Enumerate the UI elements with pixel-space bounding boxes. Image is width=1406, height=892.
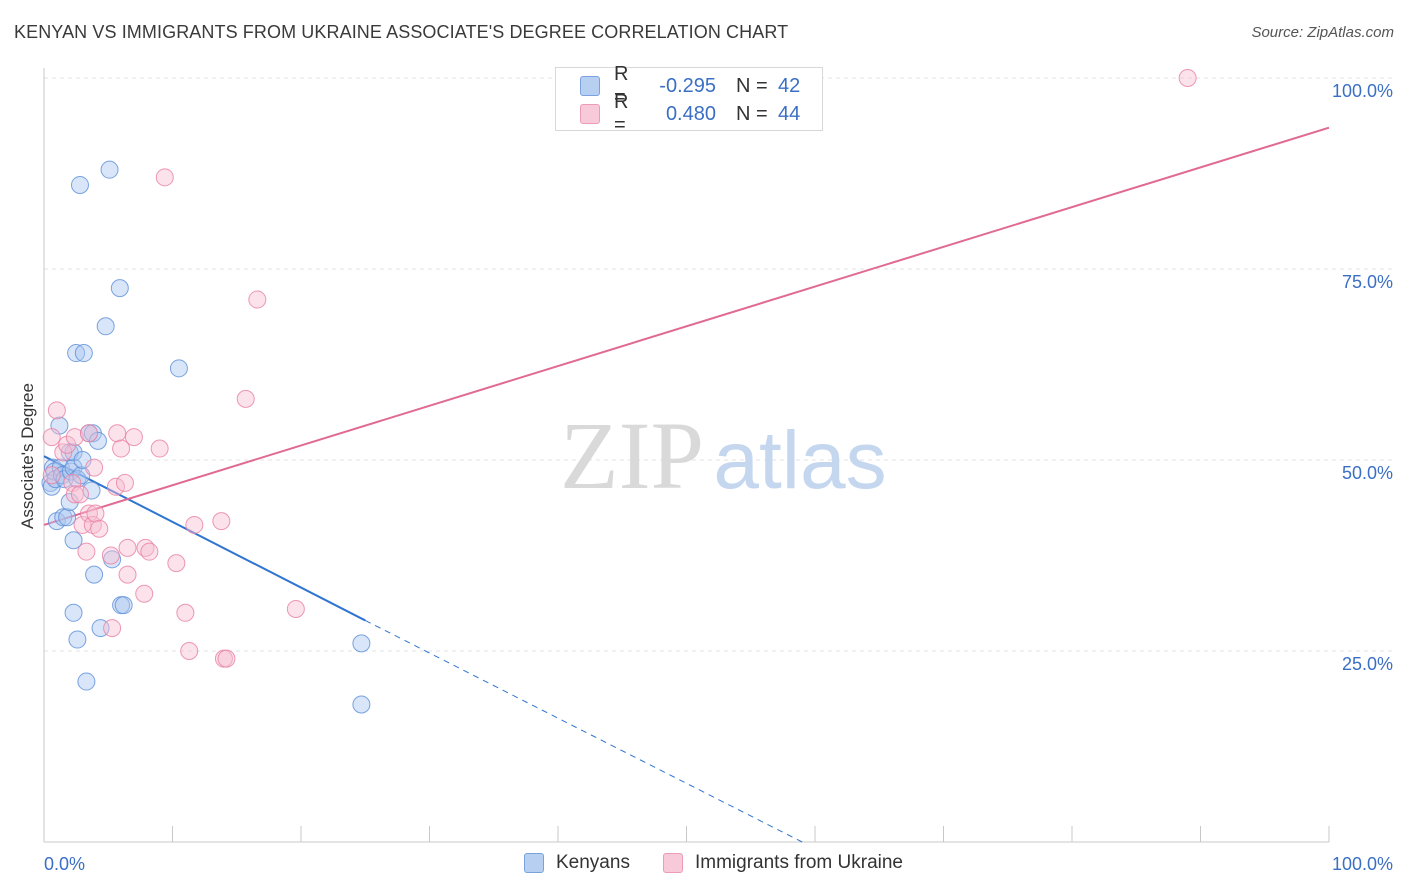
- ukraine-point: [79, 424, 98, 443]
- kenyan-point: [58, 508, 77, 527]
- kenyan-point: [74, 344, 93, 363]
- ukraine-point: [124, 428, 143, 447]
- ukraine-point: [106, 477, 125, 496]
- legend-row-kenyans: R = -0.295 N = 42: [580, 63, 801, 108]
- ukraine-point: [185, 515, 204, 534]
- tick-labels: 25.0% 50.0% 75.0% 100.0% 0.0% 100.0%: [44, 81, 1393, 874]
- kenyan-point: [352, 634, 371, 653]
- y-axis-label: Associate's Degree: [18, 383, 37, 529]
- kenyan-point: [110, 279, 129, 298]
- trend-lines: [43, 126, 1330, 843]
- kenyan-point: [85, 565, 104, 584]
- kenyan-point: [96, 317, 115, 336]
- legend-r-value: -0.295: [659, 74, 716, 97]
- y-tick-label: 75.0%: [1342, 272, 1393, 292]
- ukraine-point: [65, 428, 84, 447]
- ukraine-point: [155, 168, 174, 187]
- ukraine-point: [150, 439, 169, 458]
- legend-swatch-kenyans: [580, 76, 600, 96]
- kenyan-point: [64, 603, 83, 622]
- ukraine-point: [236, 389, 255, 408]
- grid-lines: [44, 77, 1396, 652]
- ukraine-point: [176, 603, 195, 622]
- ukraine-point: [101, 546, 120, 565]
- kenyan-point: [64, 531, 83, 550]
- kenyan-point: [88, 431, 107, 450]
- ukraine-point: [135, 584, 154, 603]
- ukraine-point: [79, 504, 98, 523]
- bottom-legend-kenyans: Kenyans: [524, 852, 630, 874]
- ukraine-point: [86, 504, 105, 523]
- ukraine-point: [217, 649, 236, 668]
- y-tick-label: 50.0%: [1342, 463, 1393, 483]
- watermark: ZIP atlas: [560, 402, 887, 509]
- kenyan-point: [77, 672, 96, 691]
- ukraine-point: [47, 401, 66, 420]
- ukraine-point: [77, 542, 96, 561]
- axes: [43, 68, 1330, 843]
- kenyan-point: [169, 359, 188, 378]
- x-tick-label: 100.0%: [1332, 854, 1393, 874]
- watermark-zip: ZIP: [560, 402, 704, 509]
- legend-row-ukraine: R = 0.480 N = 44: [580, 91, 801, 136]
- ukraine-point: [65, 485, 84, 504]
- ukraine-point: [140, 542, 159, 561]
- ukraine-trend-line: [43, 126, 1330, 526]
- ukraine-point: [103, 619, 122, 638]
- watermark-atlas: atlas: [713, 415, 886, 506]
- bottom-legend-label: Kenyans: [556, 852, 630, 873]
- ukraine-point: [286, 599, 305, 618]
- kenyans-trend-line: [43, 455, 366, 622]
- legend-n-value: 42: [778, 74, 801, 97]
- ukraine-point: [70, 485, 89, 504]
- ukraine-point: [73, 515, 92, 534]
- ukraine-point: [108, 424, 127, 443]
- kenyan-point: [70, 175, 89, 194]
- legend-n-label: N =: [736, 102, 768, 125]
- kenyan-point: [64, 443, 83, 462]
- bottom-swatch-kenyans: [524, 853, 544, 873]
- y-tick-label: 100.0%: [1332, 81, 1393, 101]
- ukraine-point: [42, 428, 61, 447]
- legend-r-label: R =: [614, 91, 629, 136]
- kenyan-point: [54, 508, 73, 527]
- kenyan-point: [114, 596, 133, 615]
- ukraine-point: [118, 538, 137, 557]
- ukraine-point: [58, 435, 77, 454]
- ukraine-point: [212, 512, 231, 531]
- x-tick-label: 0.0%: [44, 854, 85, 874]
- ukraine-point: [85, 458, 104, 477]
- source-label: Source: ZipAtlas.com: [1251, 24, 1394, 41]
- kenyan-point: [100, 160, 119, 179]
- ukraine-point: [1178, 69, 1197, 87]
- legend-r-value: 0.480: [665, 102, 716, 125]
- kenyan-point: [68, 630, 87, 649]
- kenyan-point: [352, 695, 371, 714]
- legend-n-value: 44: [778, 102, 801, 125]
- ukraine-point: [115, 473, 134, 492]
- y-tick-label: 25.0%: [1342, 654, 1393, 674]
- ukraine-point: [42, 466, 61, 485]
- bottom-legend-label: Immigrants from Ukraine: [695, 852, 903, 873]
- kenyan-point: [82, 481, 101, 500]
- chart-title: KENYAN VS IMMIGRANTS FROM UKRAINE ASSOCI…: [14, 22, 789, 42]
- bottom-legend-ukraine: Immigrants from Ukraine: [663, 852, 903, 874]
- ukraine-point: [118, 565, 137, 584]
- kenyans-trend-extension: [365, 619, 803, 843]
- bottom-swatch-ukraine: [663, 853, 683, 873]
- ukraine-point: [248, 290, 267, 309]
- ukraine-point: [167, 554, 186, 573]
- legend-swatch-ukraine: [580, 104, 600, 124]
- legend-r-label: R =: [614, 63, 629, 108]
- ukraine-point: [112, 439, 131, 458]
- ukraine-point: [90, 519, 109, 538]
- kenyan-point: [51, 458, 70, 477]
- kenyan-point: [64, 458, 83, 477]
- data-points: [41, 69, 1197, 714]
- ukraine-point: [180, 642, 199, 660]
- correlation-legend: R = -0.295 N = 42 R = 0.480 N = 44: [555, 63, 823, 136]
- legend-n-label: N =: [736, 74, 768, 97]
- kenyan-point: [67, 344, 86, 363]
